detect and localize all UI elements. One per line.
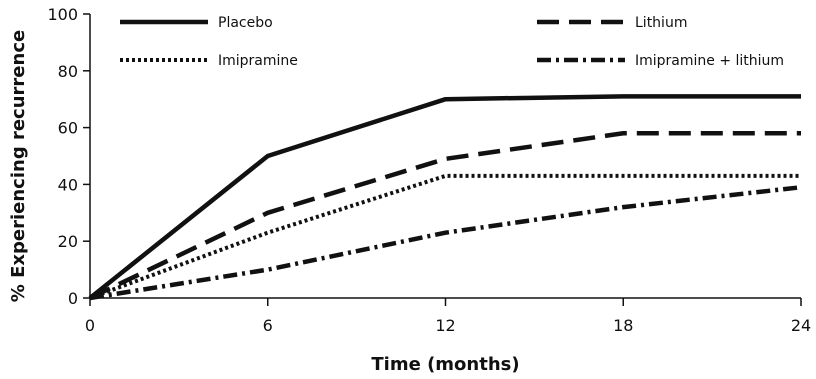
x-tick-label: 18 [613, 316, 633, 335]
series-line-imipramine [89, 173, 801, 300]
y-tick-label: 40 [58, 175, 78, 194]
y-tick-label: 100 [47, 5, 78, 24]
y-axis-title: % Experiencing recurrence [8, 30, 29, 302]
legend-label: Imipramine [218, 53, 298, 69]
axes: 0 20 40 60 80 100 0 6 12 18 24 [47, 5, 811, 335]
y-tick-label: 20 [58, 232, 78, 251]
series-line-lithium [89, 131, 801, 301]
y-tick-label: 80 [58, 62, 78, 81]
x-tick-label: 0 [85, 316, 95, 335]
legend-item-placebo: Placebo [120, 15, 273, 31]
legend-item-imipramine: Imipramine [120, 53, 298, 69]
legend-label: Lithium [635, 15, 687, 31]
x-tick-label: 12 [435, 316, 455, 335]
x-axis-ticks: 0 6 12 18 24 [85, 298, 811, 335]
x-tick-label: 24 [791, 316, 811, 335]
series-line-imipramine-lithium [89, 185, 802, 301]
series-line-placebo [88, 94, 801, 300]
series-layer [88, 94, 802, 301]
y-axis-ticks: 0 20 40 60 80 100 [47, 5, 90, 308]
legend-item-imipramine-lithium: Imipramine + lithium [537, 53, 784, 69]
x-tick-label: 6 [263, 316, 273, 335]
legend-label: Placebo [218, 15, 273, 31]
legend-label: Imipramine + lithium [635, 53, 784, 69]
legend: Placebo Lithium Imipramine Imipramine + lit… [120, 15, 784, 69]
legend-item-lithium: Lithium [537, 15, 687, 31]
y-tick-label: 0 [68, 289, 78, 308]
x-axis-title: Time (months) [371, 354, 519, 375]
y-tick-label: 60 [58, 119, 78, 138]
